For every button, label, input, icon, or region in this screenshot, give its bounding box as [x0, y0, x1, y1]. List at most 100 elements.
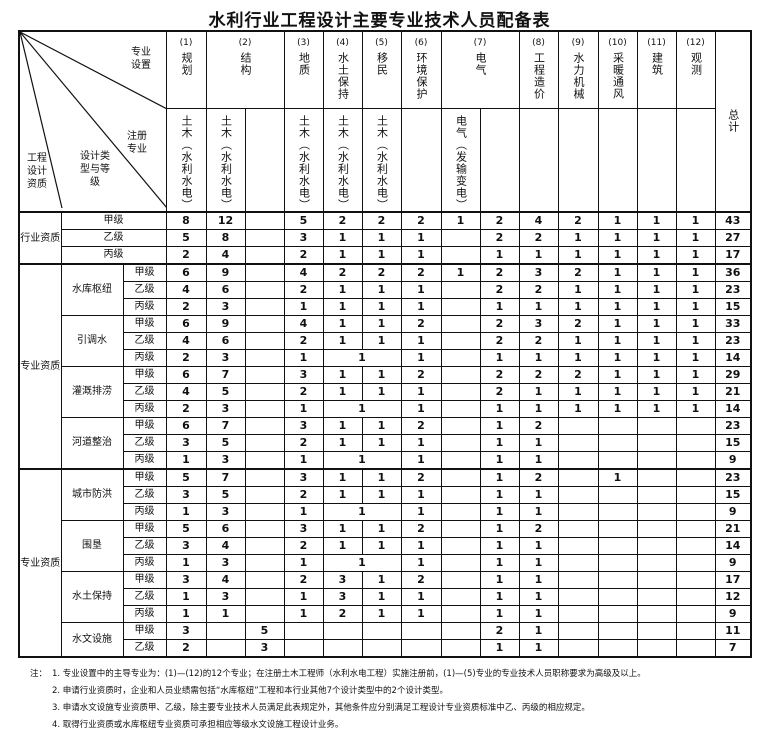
- staff-count-cell: 2: [557, 263, 599, 282]
- specialty-number: (3): [297, 38, 310, 48]
- registered-specialty-cell: [244, 108, 285, 213]
- staff-count-cell: 3: [322, 588, 363, 606]
- staff-count-cell: 1: [675, 366, 716, 384]
- table-row: 水文设施 甲级 3 5 2 1 11: [19, 622, 752, 658]
- grade-cell: 甲级: [122, 263, 167, 282]
- table-row: 乙级 1 3 1 3 1 1 1 1 12: [19, 588, 752, 606]
- staff-count-cell: [244, 417, 285, 435]
- staff-count-cell: 1: [518, 605, 559, 623]
- specialty-header: (9) 水力机械: [557, 30, 599, 109]
- staff-count-cell: 2: [283, 281, 324, 299]
- staff-count-cell: 1: [597, 468, 638, 487]
- staff-count-cell: 2: [283, 383, 324, 401]
- grade-label: 丙级: [134, 301, 155, 312]
- design-type-name: 水库枢纽: [72, 284, 112, 295]
- staff-count-cell: 2: [322, 211, 363, 230]
- table-row: 丙级 2 3 1 1 1 1 1 1 1 1 1 14: [19, 400, 752, 418]
- specialty-header: (3) 地质: [283, 30, 324, 109]
- staff-count-cell: 2: [479, 315, 520, 333]
- staff-count-cell: 3: [205, 451, 246, 470]
- grade-cell: 乙级: [60, 229, 167, 247]
- staff-count-cell: 1: [400, 451, 442, 470]
- staff-count-cell: 6: [165, 366, 207, 384]
- staff-count-cell: 2: [479, 229, 520, 247]
- design-type-cell: 灌溉排涝: [60, 366, 124, 418]
- staff-count-cell: 4: [205, 246, 246, 265]
- total-cell: 36: [714, 263, 752, 282]
- specialty-number: (12): [686, 38, 705, 48]
- staff-count-cell: [636, 486, 677, 504]
- table-row: 专业资质 城市防洪 甲级 5 7 3 1 1 2 1 2 1 23: [18, 468, 752, 658]
- design-type-name: 河道整治: [72, 437, 112, 448]
- staff-count-cell: 1: [675, 383, 716, 401]
- staff-count-cell: 2: [518, 229, 559, 247]
- staff-count-cell: [244, 263, 285, 282]
- staff-count-cell: 4: [165, 383, 207, 401]
- staff-count-cell: 1: [518, 451, 559, 470]
- staff-count-cell: [322, 622, 363, 640]
- grade-cell: 丙级: [122, 451, 167, 470]
- staff-count-cell: 1: [165, 503, 207, 521]
- table-row: 丙级 2 3 1 1 1 1 1 1 1 1 1 1 15: [19, 298, 752, 316]
- total-label: 总计: [726, 108, 740, 133]
- grade-label: 丙级: [134, 454, 155, 465]
- staff-count-cell: [675, 622, 716, 640]
- staff-count-cell: 1: [361, 605, 402, 623]
- table-row: 乙级 3 5 2 1 1 1 1 1 15: [19, 434, 752, 452]
- table-row: 乙级 2 3 1 1 7: [19, 639, 752, 658]
- staff-count-cell: 1: [597, 400, 638, 418]
- grade-label: 乙级: [134, 540, 155, 551]
- staff-count-cell: 2: [283, 434, 324, 452]
- table-row: 乙级 3 5 2 1 1 1 1 1 15: [19, 486, 752, 504]
- staff-count-cell: [597, 520, 638, 538]
- staff-count-cell: 1: [361, 571, 402, 589]
- design-type-cell: 围垦: [60, 520, 124, 572]
- corner-header: 专业设置 注册专业 设计类型与等级 工程设计资质: [18, 30, 167, 213]
- staff-count-cell: 3: [165, 622, 207, 640]
- staff-count-cell: 2: [165, 246, 207, 265]
- design-type-name: 引调水: [77, 335, 107, 346]
- staff-count-cell: 1: [479, 520, 520, 538]
- design-type-name: 城市防洪: [72, 489, 112, 500]
- staff-count-cell: 1: [518, 622, 559, 640]
- note-item: 2. 申请行业资质时，企业和人员业绩需包括“水库枢纽”工程和本行业其他7个设计类…: [52, 686, 448, 696]
- staff-count-cell: 1: [518, 588, 559, 606]
- staff-count-cell: [283, 639, 324, 658]
- registered-specialty-label: 注册专业: [127, 131, 147, 155]
- staff-count-cell: 1: [557, 281, 599, 299]
- staff-count-cell: 1: [636, 298, 677, 316]
- staff-count-cell: 1: [322, 281, 363, 299]
- staff-count-cell: [557, 571, 599, 589]
- specialty-number: (4): [336, 38, 349, 48]
- staff-count-cell: 1: [518, 298, 559, 316]
- staff-count-cell: 1: [361, 298, 402, 316]
- staff-count-cell: 1: [636, 229, 677, 247]
- grade-cell: 丙级: [122, 298, 167, 316]
- staff-count-cell: [597, 605, 638, 623]
- staff-count-cell: 1: [675, 332, 716, 350]
- staff-count-cell: 1: [479, 486, 520, 504]
- staff-count-cell: 1: [636, 366, 677, 384]
- staff-count-cell: 1: [165, 588, 207, 606]
- registered-specialty: 土木（水利水电）: [219, 115, 233, 211]
- specialty-name: 结构: [239, 52, 252, 76]
- staff-count-cell: [440, 298, 481, 316]
- staff-count-cell: 1: [597, 263, 638, 282]
- specialty-name: 移民: [375, 52, 389, 76]
- design-type-cell: 水库枢纽: [60, 263, 124, 316]
- staff-count-cell: [440, 366, 481, 384]
- staff-count-cell: 3: [165, 537, 207, 555]
- staff-count-cell: [244, 366, 285, 384]
- staff-count-cell: [636, 554, 677, 572]
- total-cell: 23: [714, 468, 752, 487]
- staff-count-cell: 9: [205, 315, 246, 333]
- staff-count-cell: 1: [322, 298, 363, 316]
- staff-count-cell: 1: [636, 211, 677, 230]
- table-row: 乙级 4 5 2 1 1 1 2 1 1 1 1 1 21: [19, 383, 752, 401]
- staff-count-cell: 1: [557, 229, 599, 247]
- staff-count-cell: 3: [283, 366, 324, 384]
- qualification-name: 专业资质: [20, 361, 61, 372]
- staff-count-cell: 1: [165, 554, 207, 572]
- grade-cell: 甲级: [122, 520, 167, 538]
- staff-count-cell: [205, 622, 246, 640]
